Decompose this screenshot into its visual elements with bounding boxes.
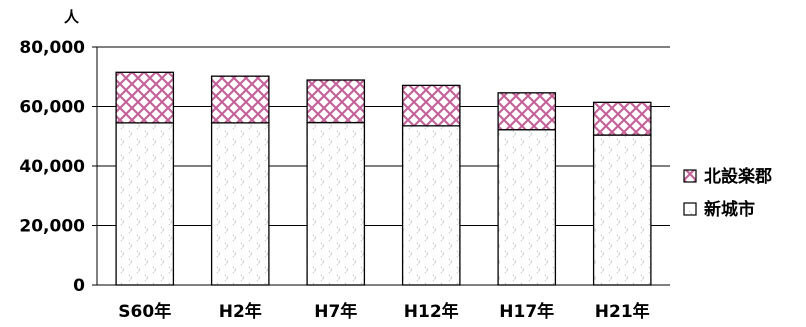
x-tick-labels: S60年 H2年 H7年 H12年 H17年 H21年 [118,301,649,322]
bar-segment-shinshiro [497,129,557,286]
x-tick-label: H17年 [499,301,554,322]
x-tick-label: H12年 [404,301,459,322]
bar-segment-kitashitara [497,92,557,131]
bar-segment-kitashitara [306,79,366,124]
bar-segment-shinshiro [592,134,652,286]
y-tick-label: 40,000 [19,157,85,177]
x-tick-label: S60年 [118,301,171,322]
legend-swatch [683,202,697,216]
y-tick-label: 60,000 [19,98,85,118]
y-tick-label: 80,000 [19,38,85,58]
legend-swatch [683,169,697,183]
axes [92,46,670,286]
gridlines [97,46,670,226]
bar-segment-kitashitara [115,71,175,124]
x-tick-label: H7年 [314,301,357,322]
bar-segment-kitashitara [401,84,461,127]
y-tick-label: 20,000 [19,217,85,237]
bar-segment-shinshiro [115,122,175,286]
legend-label: 新城市 [704,199,755,220]
y-axis-unit-label: 人 [64,8,80,26]
y-tick-label: 0 [73,276,85,296]
legend-label: 北設楽郡 [704,166,772,187]
bar-segment-kitashitara [592,101,652,136]
bar-segment-kitashitara [210,75,270,124]
bar-segment-shinshiro [306,121,366,286]
y-tick-labels: 0 20,000 40,000 60,000 80,000 [19,38,85,296]
bar-segment-shinshiro [210,122,270,286]
bars [115,71,652,286]
x-tick-label: H21年 [595,301,650,322]
bar-segment-shinshiro [401,125,461,286]
x-tick-label: H2年 [219,301,262,322]
